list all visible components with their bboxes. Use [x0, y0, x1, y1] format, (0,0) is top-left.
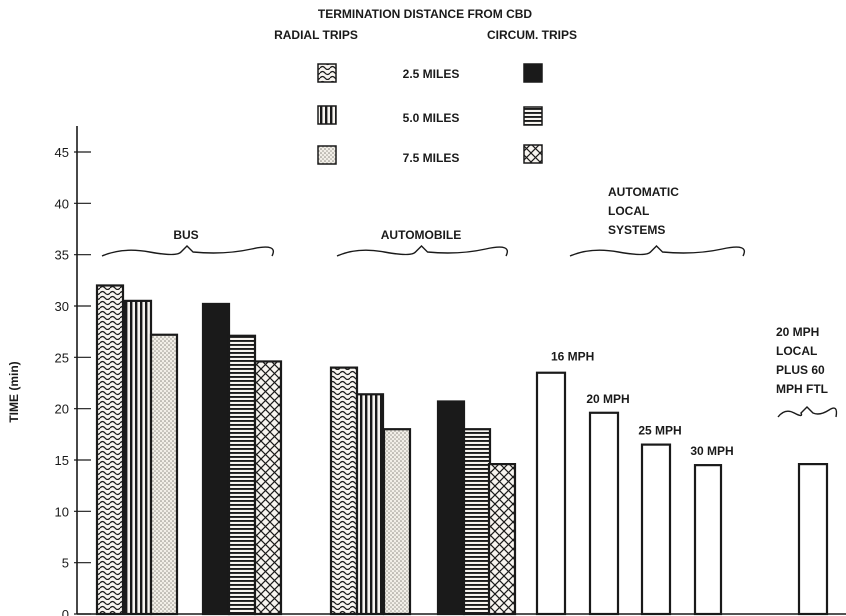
group-label-ftl-line: PLUS 60 [776, 363, 825, 377]
bar-label: 16 MPH [551, 350, 594, 364]
legend: TERMINATION DISTANCE FROM CBD RADIAL TRI… [274, 7, 577, 165]
bar-2-2 [355, 393, 385, 616]
legend-swatch-circum-7-5 [523, 144, 543, 164]
bar-2-5 [462, 428, 492, 616]
bar-label: 25 MPH [638, 424, 681, 438]
y-tick-label: 35 [55, 248, 69, 263]
legend-left-header: RADIAL TRIPS [274, 28, 358, 42]
group-label-automatic-line: LOCAL [608, 204, 649, 218]
bar-1-4 [201, 302, 231, 616]
bar-1-3 [149, 333, 179, 616]
legend-swatch-radial-5-0 [317, 105, 337, 125]
bar-1-6 [253, 360, 283, 616]
y-tick-label: 10 [55, 504, 69, 519]
bar-2-1 [329, 366, 359, 616]
legend-swatch-radial-7-5 [317, 145, 337, 165]
group-label-automobile: AUTOMOBILE [381, 228, 461, 242]
legend-item-5-0: 5.0 MILES [403, 111, 460, 125]
y-axis-label: TIME (min) [7, 361, 21, 422]
legend-swatch-circum-5-0 [523, 106, 543, 126]
y-tick-label: 0 [62, 607, 69, 616]
group-brace-automatic [569, 245, 745, 257]
bar-2-3 [382, 428, 412, 616]
group-labels: BUS AUTOMOBILE AUTOMATIC LOCAL SYSTEMS 20 MPH… [101, 185, 838, 418]
y-tick-label: 15 [55, 453, 69, 468]
legend-right-header: CIRCUM. TRIPS [487, 28, 577, 42]
bar-1-2 [123, 299, 153, 616]
y-tick-label: 45 [55, 145, 69, 160]
bar-3-1 [535, 371, 567, 616]
bar-2-6 [487, 463, 517, 616]
y-tick-label: 25 [55, 350, 69, 365]
group-label-ftl-line: MPH FTL [776, 382, 828, 396]
bar-3-2 [588, 411, 620, 616]
group-label-ftl-line: 20 MPH [776, 325, 819, 339]
bar-label: 20 MPH [586, 392, 629, 406]
legend-item-2-5: 2.5 MILES [403, 67, 460, 81]
legend-swatch-radial-2-5 [317, 63, 337, 83]
y-tick-label: 5 [62, 556, 69, 571]
bar-3-4 [693, 464, 723, 616]
group-brace-bus [101, 245, 274, 257]
group-label-bus: BUS [173, 228, 198, 242]
group-brace-ftl [777, 406, 838, 418]
legend-item-7-5: 7.5 MILES [403, 151, 460, 165]
bar-2-4 [436, 400, 466, 616]
y-tick-label: 30 [55, 299, 69, 314]
group-brace-automobile [336, 245, 508, 257]
bar-3-3 [640, 443, 672, 616]
y-tick-label: 20 [55, 402, 69, 417]
group-label-ftl-line: LOCAL [776, 344, 817, 358]
bar-1-1 [95, 284, 125, 616]
group-label-automatic-line: AUTOMATIC [608, 185, 679, 199]
group-label-automatic-line: SYSTEMS [608, 223, 665, 237]
y-tick-label: 40 [55, 196, 69, 211]
legend-swatch-circum-2-5 [523, 63, 543, 83]
bar-1-5 [227, 334, 257, 616]
bar-label: 30 MPH [690, 444, 733, 458]
bars: 16 MPH 20 MPH 25 MPH 30 MPH [95, 284, 829, 616]
bar-4-1 [797, 463, 829, 616]
legend-title: TERMINATION DISTANCE FROM CBD [318, 7, 533, 21]
